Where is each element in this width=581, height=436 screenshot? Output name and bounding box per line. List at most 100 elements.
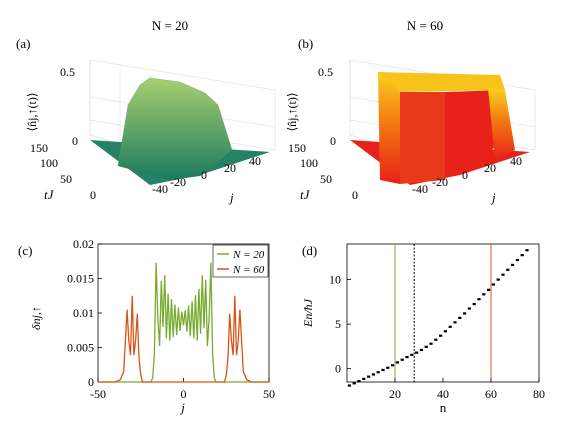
panel-d-marker: [491, 283, 495, 286]
panel-d-marker: [357, 380, 361, 383]
panel-a-jtick-m20: -20: [170, 175, 186, 189]
panel-a-ttick-50: 50: [60, 172, 72, 186]
panel-b-tlabel: tJ: [300, 187, 311, 202]
panel-d-ylabel: En/ħJ: [301, 298, 315, 328]
panel-d-xtick-label: 60: [485, 387, 497, 401]
panel-a-tlabel: tJ: [44, 187, 55, 202]
panel-d-xtick-label: 40: [437, 387, 449, 401]
panel-b-zlabel: ⟨n̂j,↑(t)⟩: [285, 92, 299, 131]
panel-d-marker: [458, 316, 462, 319]
panel-a-jtick-0: 0: [201, 168, 207, 182]
panel-d-marker: [515, 258, 519, 262]
panel-b-right-wall: [488, 88, 515, 160]
title-n20: N = 20: [152, 18, 188, 33]
panel-d-marker: [501, 273, 505, 276]
panel-b-ttick-0: 0: [352, 188, 358, 202]
panel-d-marker: [362, 377, 366, 380]
panel-d-marker: [511, 263, 515, 267]
panel-c-line-n60: [98, 295, 269, 383]
panel-d-marker: [439, 334, 443, 337]
panel-b-jtick-m40: -40: [412, 182, 428, 196]
panel-d-vlines: [394, 244, 492, 382]
panel-c-ytick-label: 0.01: [73, 306, 94, 320]
panel-d-marker: [525, 249, 529, 252]
panel-c-xtick-label: 0: [181, 387, 187, 401]
panel-d-marker: [434, 338, 438, 341]
panel-tag-b: (b): [298, 36, 313, 51]
panel-d-ytick-label: 5: [335, 317, 341, 331]
panel-d-marker: [391, 364, 395, 367]
panel-d-marker: [506, 268, 510, 271]
panel-d-ticks: 0 5 10 20 40 60 80: [329, 273, 545, 401]
panel-d-marker: [520, 254, 524, 257]
panel-b-ttick-50: 50: [320, 172, 332, 186]
panel-d-marker: [463, 312, 467, 315]
panel-d-marker: [424, 345, 428, 348]
panel-c-xtick-label: -50: [90, 387, 106, 401]
panel-b: 0.5 0 ⟨n̂j,↑(t)⟩ 150 100 50 0 tJ -40 -20…: [285, 59, 536, 205]
panel-c-line-n20: [98, 262, 269, 383]
panel-a-ttick-100: 100: [40, 156, 58, 170]
panel-a-ztick-0: 0: [72, 134, 78, 148]
panel-b-center: [400, 92, 445, 184]
panel-d-marker: [415, 351, 419, 354]
panel-d-xlabel: n: [440, 400, 447, 415]
panel-tag-a: (a): [16, 36, 30, 51]
panel-c-legend: N = 20 N = 60: [212, 244, 269, 278]
panel-b-left-wall: [378, 72, 400, 184]
panel-d-marker: [448, 325, 452, 328]
panel-b-jlabel: j: [490, 190, 496, 205]
panel-a: 0.5 0 ⟨n̂j,↑(t)⟩ 150 100 50 0 tJ -40 -20…: [25, 59, 276, 205]
panel-b-top: [378, 72, 505, 92]
panel-a-ztick-05: 0.5: [60, 65, 75, 79]
panel-a-ttick-150: 150: [30, 141, 48, 155]
panel-d-marker: [347, 384, 351, 387]
panel-d-marker: [352, 382, 356, 385]
panel-a-jtick-40: 40: [249, 154, 261, 168]
panel-d-marker: [453, 321, 457, 324]
panel-d-marker: [400, 358, 404, 361]
panel-d-marker: [405, 355, 409, 359]
panel-d-xtick-label: 80: [533, 387, 545, 401]
panel-d-ytick-label: 10: [329, 273, 341, 287]
panel-d-marker: [443, 330, 447, 333]
panel-b-ttick-100: 100: [300, 156, 318, 170]
panel-d-marker: [410, 353, 414, 356]
panel-d-marker: [472, 302, 476, 306]
panel-d-marker: [367, 375, 371, 378]
panel-d-marker: [395, 361, 399, 364]
panel-d-markers: [347, 249, 529, 387]
panel-tag-d: (d): [302, 243, 317, 258]
panel-b-jtick-40: 40: [510, 154, 522, 168]
panel-b-jtick-0: 0: [462, 168, 468, 182]
panel-c-ytick-label: 0.02: [73, 237, 94, 251]
panel-d-marker: [487, 288, 491, 291]
panel-tag-c: (c): [18, 243, 32, 258]
panel-a-zlabel: ⟨n̂j,↑(t)⟩: [25, 92, 39, 131]
panel-b-jtick-m20: -20: [432, 175, 448, 189]
panel-d-marker: [429, 342, 433, 345]
panel-d-marker: [376, 371, 380, 374]
title-n60: N = 60: [407, 18, 443, 33]
panel-d-marker: [477, 298, 481, 301]
panel-a-jtick-m40: -40: [152, 182, 168, 196]
panel-c-series: [98, 262, 269, 383]
panel-b-jtick-20: 20: [484, 161, 496, 175]
panel-b-inner: [445, 90, 505, 165]
panel-c-legend-box: [212, 244, 269, 278]
panel-b-ttick-150: 150: [288, 141, 306, 155]
panel-a-jlabel: j: [228, 190, 234, 205]
panel-b-ztick-0: 0: [330, 134, 336, 148]
panel-a-ridge-edge: [117, 77, 233, 167]
panel-b-ztick-05: 0.5: [318, 65, 333, 79]
legend-label-n60: N = 60: [232, 264, 265, 276]
panel-d: 0 5 10 20 40 60 80 En/ħJ n: [301, 243, 545, 415]
panel-d-marker: [482, 293, 486, 296]
panel-d-marker: [386, 366, 390, 369]
panel-d-marker: [496, 278, 500, 281]
panel-a-surface: [118, 78, 232, 180]
panel-d-xtick-label: 20: [389, 387, 401, 401]
